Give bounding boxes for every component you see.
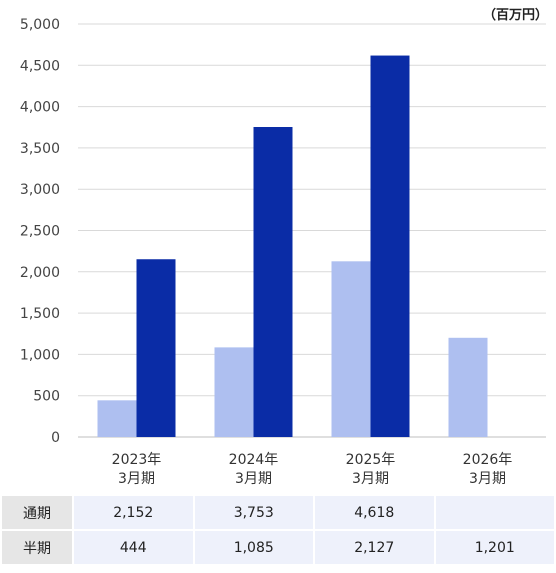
bar: [448, 337, 488, 437]
bar: [331, 261, 371, 437]
bar: [370, 55, 410, 438]
table-cell: 2,152: [74, 496, 193, 529]
y-tick-label: 1,000: [20, 347, 60, 363]
y-tick-label: 4,500: [20, 58, 60, 74]
x-tick-label: 2026年 3月期: [463, 452, 513, 487]
unit-label: （百万円）: [482, 8, 548, 23]
table-row: 半期 444 1,085 2,127 1,201: [2, 531, 554, 564]
y-tick-label: 4,000: [20, 100, 60, 116]
y-tick-label: 500: [33, 389, 60, 405]
y-tick-label: 2,000: [20, 265, 60, 281]
table-cell: 4,618: [315, 496, 434, 529]
bar: [97, 400, 137, 437]
y-tick-label: 5,000: [20, 17, 60, 33]
bar-chart: 0 500 1,000 1,500 2,000 2,500 3,000 3,500 4,000 4…: [20, 17, 546, 487]
y-tick-label: 3,000: [20, 182, 60, 198]
table-cell: 444: [74, 531, 193, 564]
bar: [136, 259, 176, 437]
table-cell: 1,085: [194, 531, 313, 564]
table-cell: 3,753: [194, 496, 313, 529]
table-cell: 1,201: [435, 531, 554, 564]
row-label-full-year: 通期: [2, 496, 72, 529]
table-row: 通期 2,152 3,753 4,618: [2, 496, 554, 529]
table-cell: 2,127: [315, 531, 434, 564]
row-label-half-year: 半期: [2, 531, 72, 564]
y-axis: 0 500 1,000 1,500 2,000 2,500 3,000 3,500 4,000 4…: [20, 17, 60, 446]
y-tick-label: 3,500: [20, 141, 60, 157]
data-table: 通期 2,152 3,753 4,618 半期 444 1,085 2,127 …: [0, 494, 556, 566]
table-cell: [435, 496, 554, 529]
bars: [97, 55, 488, 438]
bar: [253, 127, 293, 437]
y-tick-label: 0: [51, 430, 60, 446]
bar: [214, 347, 254, 437]
x-axis: 2023年 3月期 2024年 3月期 2025年 3月期 2026年 3月期: [112, 452, 513, 487]
y-tick-label: 1,500: [20, 306, 60, 322]
x-tick-label: 2025年 3月期: [346, 452, 396, 487]
y-tick-label: 2,500: [20, 224, 60, 240]
x-tick-label: 2023年 3月期: [112, 452, 162, 487]
x-tick-label: 2024年 3月期: [229, 452, 279, 487]
